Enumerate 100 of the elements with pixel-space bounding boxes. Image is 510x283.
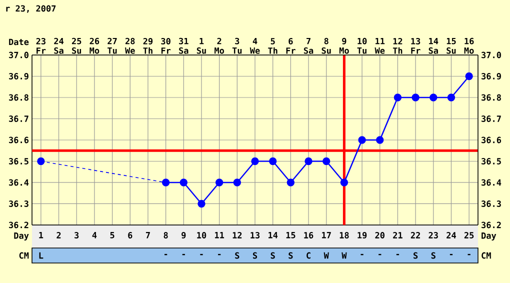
x-tick-label: 7 <box>146 232 150 238</box>
point <box>162 178 170 186</box>
point <box>37 157 45 166</box>
category-label: S <box>288 252 293 259</box>
x-tick-label: 10 <box>197 232 206 238</box>
x-tick-label: 22 <box>410 232 420 238</box>
y2-tick-label: 36.5 <box>482 158 501 164</box>
point <box>322 157 330 166</box>
category-label: - <box>450 254 453 256</box>
x-tick-label: 2 <box>56 232 61 238</box>
y2-tick-label: 36.6 <box>482 136 502 144</box>
x2-tick-label: 14 Sa <box>428 38 438 54</box>
x2-tick-label: 24 Sa <box>54 38 64 54</box>
x2-tick-label: 5 Th <box>268 38 278 54</box>
x2-tick-label: 12 Th <box>392 38 402 54</box>
x-tick-label: 8 <box>164 232 168 238</box>
point <box>465 72 473 80</box>
y-tick-label: 36.2 <box>9 222 28 228</box>
x2-tick-label: 25 Su <box>72 38 82 54</box>
x-tick-label: 21 <box>393 232 402 238</box>
x2-tick-label: 1 Su <box>196 38 206 54</box>
point <box>198 200 206 208</box>
category-label: S <box>270 252 275 259</box>
point <box>304 157 312 166</box>
point <box>268 157 277 166</box>
x2-tick-label: 8 Su <box>322 38 331 54</box>
y2-tick-label: 36.9 <box>482 73 501 80</box>
point <box>340 178 348 186</box>
point <box>430 94 438 102</box>
category-label: - <box>164 254 168 256</box>
point <box>233 178 242 186</box>
x-tick-label: 24 <box>446 232 456 238</box>
category-label: - <box>200 254 203 256</box>
x2-tick-label: 28 We <box>125 38 135 54</box>
x2-tick-label: 13 Fr <box>411 38 420 54</box>
y-tick-label: 36.5 <box>9 158 28 164</box>
category-label: S <box>252 252 258 259</box>
x2-axis-title: Date <box>9 38 29 46</box>
x-tick-label: 25 <box>464 232 474 238</box>
x2-tick-label: 4 We <box>250 38 260 54</box>
x-tick-label: 17 <box>322 232 331 238</box>
x2-tick-label: 31 Sa <box>179 38 188 54</box>
category-label: S <box>235 252 240 259</box>
y-tick-label: 36.3 <box>9 200 28 207</box>
x-tick-label: 9 <box>182 232 186 238</box>
category-label: - <box>378 254 382 256</box>
x2-tick-label: 10 Tu <box>357 38 367 54</box>
y-tick-label: 36.4 <box>9 179 29 186</box>
y-tick-label: 37.0 <box>9 52 28 58</box>
y2-tick-label: 37.0 <box>482 52 501 58</box>
y2-tick-label: 36.3 <box>482 200 501 207</box>
x2-tick-label: 29 Th <box>143 38 153 54</box>
y2-tick-label: 36.2 <box>482 222 501 228</box>
category-label: - <box>468 254 470 256</box>
x-tick-label: 5 <box>110 232 114 238</box>
y-tick-label: 36.6 <box>9 136 29 144</box>
x2-tick-label: 2 Mo <box>214 38 224 54</box>
x-tick-label: 4 <box>92 232 97 238</box>
chart-title: r 23, 2007 <box>6 5 56 13</box>
x2-tick-label: 9 Mo <box>339 38 349 54</box>
x2-tick-label: 30 Fr <box>161 38 171 54</box>
y2-tick-label: 36.7 <box>482 116 501 122</box>
category-label: W <box>342 252 347 259</box>
x-tick-label: 15 <box>286 232 296 238</box>
x2-tick-label: 3 Tu <box>232 38 242 54</box>
x-tick-label: 6 <box>128 232 132 238</box>
x-tick-label: 19 <box>358 232 367 238</box>
category-label: W <box>324 252 329 259</box>
y-tick-label: 36.7 <box>9 116 28 122</box>
category-label: - <box>218 254 221 256</box>
category-label: L <box>39 252 44 259</box>
x2-tick-label: 27 Tu <box>108 38 117 54</box>
x-tick-label: 11 <box>214 232 224 238</box>
x2-tick-label: 6 Fr <box>286 38 296 54</box>
category-label: - <box>182 254 185 256</box>
point <box>358 136 366 144</box>
category-label: - <box>360 254 364 256</box>
x-tick-label: 1 <box>39 232 44 238</box>
x-tick-label: 13 <box>250 232 260 238</box>
category-label: - <box>396 254 400 256</box>
x2-tick-label: 23 Fr <box>36 38 46 54</box>
x-tick-label: 23 <box>428 232 438 238</box>
y-tick-label: 36.9 <box>9 73 28 80</box>
category-label: S <box>414 252 418 259</box>
category-label: C <box>306 252 310 259</box>
point <box>215 178 224 186</box>
x-tick-label: 18 <box>340 232 349 238</box>
x2-tick-label: 16 Mo <box>464 38 474 54</box>
text: CM <box>482 252 491 259</box>
point <box>447 94 456 102</box>
text: CM <box>19 252 29 259</box>
text: Day <box>482 232 496 240</box>
x-tick-label: 12 <box>232 232 242 238</box>
point <box>251 157 259 166</box>
point <box>394 94 402 102</box>
y2-tick-label: 36.8 <box>482 94 501 101</box>
x-tick-label: 20 <box>375 232 384 238</box>
y2-tick-label: 36.4 <box>482 179 502 186</box>
point <box>412 94 420 102</box>
x2-tick-label: 11 We <box>374 38 385 54</box>
